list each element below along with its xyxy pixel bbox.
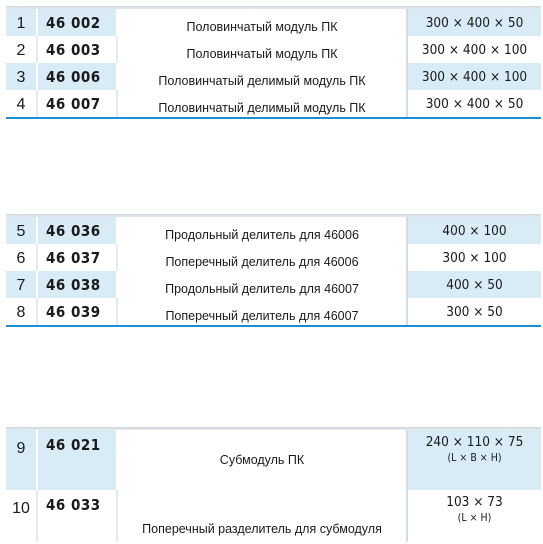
product-name: Поперечный разделитель для субмодуля	[118, 490, 408, 542]
product-name: Половинчатый модуль ПК	[118, 36, 408, 63]
product-name: Поперечный делитель для 46007	[118, 298, 408, 325]
product-table-group-3: 9 46 021 Субмодуль ПК 240 × 110 × 75 (L …	[6, 427, 541, 542]
dimensions-block: 103 × 73 (L × H)	[446, 494, 503, 524]
product-dimensions: 103 × 73 (L × H)	[408, 490, 541, 542]
product-name: Половинчатый делимый модуль ПК	[118, 63, 408, 90]
dimensions-legend: (L × H)	[457, 512, 492, 524]
article-code: 46 007	[38, 90, 118, 117]
dimensions-block: 240 × 110 × 75 (L × B × H)	[426, 434, 524, 464]
dimensions-value: 103 × 73	[446, 494, 503, 510]
table-row: 7 46 038 Продольный делитель для 46007 4…	[6, 271, 541, 298]
row-number: 9	[6, 430, 38, 490]
table-top-border	[6, 6, 541, 9]
table-top-border	[6, 427, 541, 430]
article-code: 46 037	[38, 244, 118, 271]
dimensions-value: 240 × 110 × 75	[425, 434, 524, 450]
product-name: Продольный делитель для 46006	[118, 217, 408, 244]
row-number: 6	[6, 244, 38, 271]
article-code: 46 021	[38, 430, 118, 490]
product-name: Продольный делитель для 46007	[118, 271, 408, 298]
row-number: 5	[6, 217, 38, 244]
article-code: 46 033	[38, 490, 118, 542]
table-row: 1 46 002 Половинчатый модуль ПК 300 × 40…	[6, 9, 541, 36]
table-row: 4 46 007 Половинчатый делимый модуль ПК …	[6, 90, 541, 117]
article-code: 46 039	[38, 298, 118, 325]
product-table-group-2: 5 46 036 Продольный делитель для 46006 4…	[6, 214, 541, 327]
dimensions-legend: (L × B × H)	[447, 452, 502, 464]
table-row: 10 46 033 Поперечный разделитель для суб…	[6, 490, 541, 542]
row-number: 1	[6, 9, 38, 36]
row-number: 7	[6, 271, 38, 298]
table-bottom-border	[6, 325, 541, 327]
product-dimensions: 300 × 100	[442, 249, 507, 266]
table-row: 9 46 021 Субмодуль ПК 240 × 110 × 75 (L …	[6, 430, 541, 490]
article-code: 46 038	[38, 271, 118, 298]
product-dimensions: 300 × 400 × 50	[408, 9, 541, 36]
table-bottom-border	[6, 117, 541, 119]
row-number: 2	[6, 36, 38, 63]
product-name: Половинчатый модуль ПК	[118, 9, 408, 36]
product-dimensions: 300 × 400 × 100	[421, 41, 528, 58]
product-table-group-1: 1 46 002 Половинчатый модуль ПК 300 × 40…	[6, 6, 541, 119]
table-row: 6 46 037 Поперечный делитель для 46006 3…	[6, 244, 541, 271]
table-row: 8 46 039 Поперечный делитель для 46007 3…	[6, 298, 541, 325]
article-code: 46 036	[38, 217, 118, 244]
article-code: 46 002	[38, 9, 118, 36]
product-dimensions: 400 × 50	[408, 271, 541, 298]
table-top-border	[6, 214, 541, 217]
product-name: Поперечный делитель для 46006	[118, 244, 408, 271]
product-dimensions: 300 × 400 × 100	[408, 63, 541, 90]
product-dimensions: 300 × 50	[446, 303, 503, 320]
table-row: 5 46 036 Продольный делитель для 46006 4…	[6, 217, 541, 244]
row-number: 10	[6, 490, 38, 542]
table-row: 2 46 003 Половинчатый модуль ПК 300 × 40…	[6, 36, 541, 63]
article-code: 46 003	[38, 36, 118, 63]
row-number: 4	[6, 90, 38, 117]
row-number: 3	[6, 63, 38, 90]
row-number: 8	[6, 298, 38, 325]
product-name: Субмодуль ПК	[118, 430, 408, 490]
article-code: 46 006	[38, 63, 118, 90]
table-row: 3 46 006 Половинчатый делимый модуль ПК …	[6, 63, 541, 90]
product-dimensions: 400 × 100	[408, 217, 541, 244]
product-name: Половинчатый делимый модуль ПК	[118, 90, 408, 117]
product-dimensions: 240 × 110 × 75 (L × B × H)	[408, 430, 541, 490]
product-dimensions: 300 × 400 × 50	[425, 95, 524, 112]
